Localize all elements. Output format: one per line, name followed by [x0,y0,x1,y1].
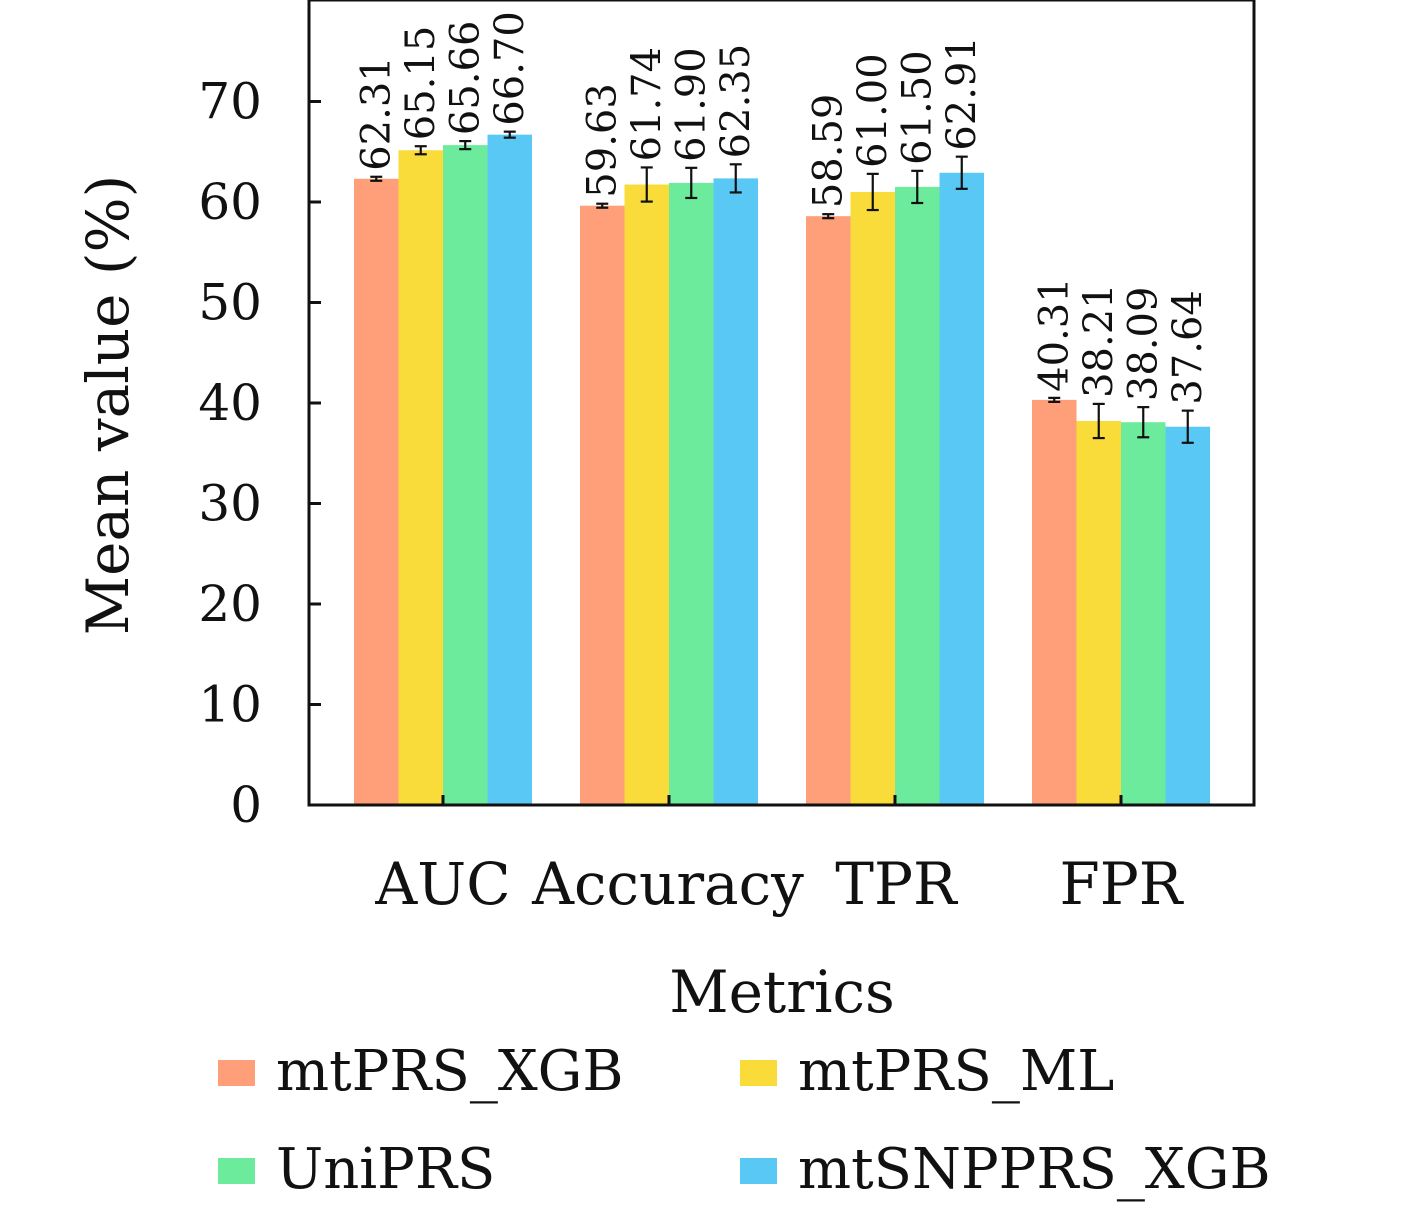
error-bar [685,166,698,200]
data-label: 37.64 [1165,290,1211,405]
y-tick-label: 60 [198,173,262,231]
bar [624,184,669,805]
bar [713,178,758,805]
error-bar [370,175,383,182]
error-bar [596,202,609,209]
bar [1032,399,1077,805]
legend-entry: mtSNPPRS_XGB [740,1137,1271,1202]
data-label: 62.35 [713,44,759,159]
bar [443,145,488,805]
error-bar [640,166,653,203]
bar [354,178,399,806]
error-bar [1048,396,1061,403]
bars-layer [354,134,1210,806]
y-tick-label: 70 [198,73,262,131]
data-label: 61.90 [668,47,714,162]
y-axis: 0 10 20 30 40 50 60 70 [198,73,321,834]
error-bar [1092,402,1105,440]
data-label: 62.31 [353,56,399,171]
legend: mtPRS_XGB mtPRS_ML UniPRS mtSNPPRS_XGB [218,1039,1271,1202]
error-bar [459,139,472,151]
data-label: 61.00 [850,53,896,168]
legend-entry: UniPRS [218,1137,495,1202]
error-bar [866,172,879,212]
bar [806,216,851,805]
legend-label: mtPRS_XGB [276,1039,624,1104]
data-label: 61.50 [894,50,940,165]
y-axis-label: Mean value (%) [74,175,142,635]
legend-swatch [218,1060,255,1086]
y-tick-label: 50 [198,274,262,332]
y-tick-label: 0 [230,776,262,834]
data-label: 65.15 [398,26,444,141]
legend-swatch [740,1060,777,1086]
data-label: 58.59 [805,94,851,209]
error-bar [503,130,516,139]
x-axis: AUC Accuracy TPR FPR [374,795,1185,918]
bar [1076,420,1121,805]
bar [1165,426,1210,805]
data-label: 66.70 [487,11,533,126]
data-label: 61.74 [624,47,670,162]
legend-label: mtSNPPRS_XGB [798,1137,1271,1202]
error-bar [955,155,968,190]
legend-label: UniPRS [276,1137,495,1202]
x-axis-label: Metrics [669,958,895,1026]
bar [669,182,714,805]
error-bar [1137,406,1150,439]
data-label: 40.31 [1031,277,1077,392]
error-bar [822,213,835,220]
error-bar [911,169,924,205]
legend-swatch [218,1158,255,1184]
data-label: 38.09 [1120,287,1166,402]
data-label: 59.63 [579,83,625,198]
value-labels-layer: 62.31 59.63 58.59 40.31 65.15 61.74 61.00 38.21… [353,11,1211,405]
bar [939,172,984,805]
x-tick-label: FPR [1060,850,1185,918]
error-bar [414,145,427,156]
legend-label: mtPRS_ML [798,1039,1114,1104]
legend-swatch [740,1158,777,1184]
y-tick-label: 30 [198,475,262,533]
y-tick-label: 20 [198,575,262,633]
data-label: 62.91 [939,36,985,151]
error-bar [729,163,742,194]
data-label: 38.21 [1076,283,1122,398]
x-tick-label: Accuracy [531,850,804,918]
bar [895,186,940,806]
bar [487,134,532,806]
bar [398,150,443,805]
error-bar [1181,409,1194,444]
bar [580,205,625,805]
y-tick-label: 40 [198,374,262,432]
legend-entry: mtPRS_ML [740,1039,1114,1104]
bar [850,191,895,805]
y-tick-label: 10 [198,676,262,734]
x-tick-label: TPR [835,850,959,918]
data-label: 65.66 [442,21,488,136]
errorbars-layer [370,130,1194,444]
legend-entry: mtPRS_XGB [218,1039,624,1104]
bar [1121,422,1166,805]
x-tick-label: AUC [374,850,510,918]
